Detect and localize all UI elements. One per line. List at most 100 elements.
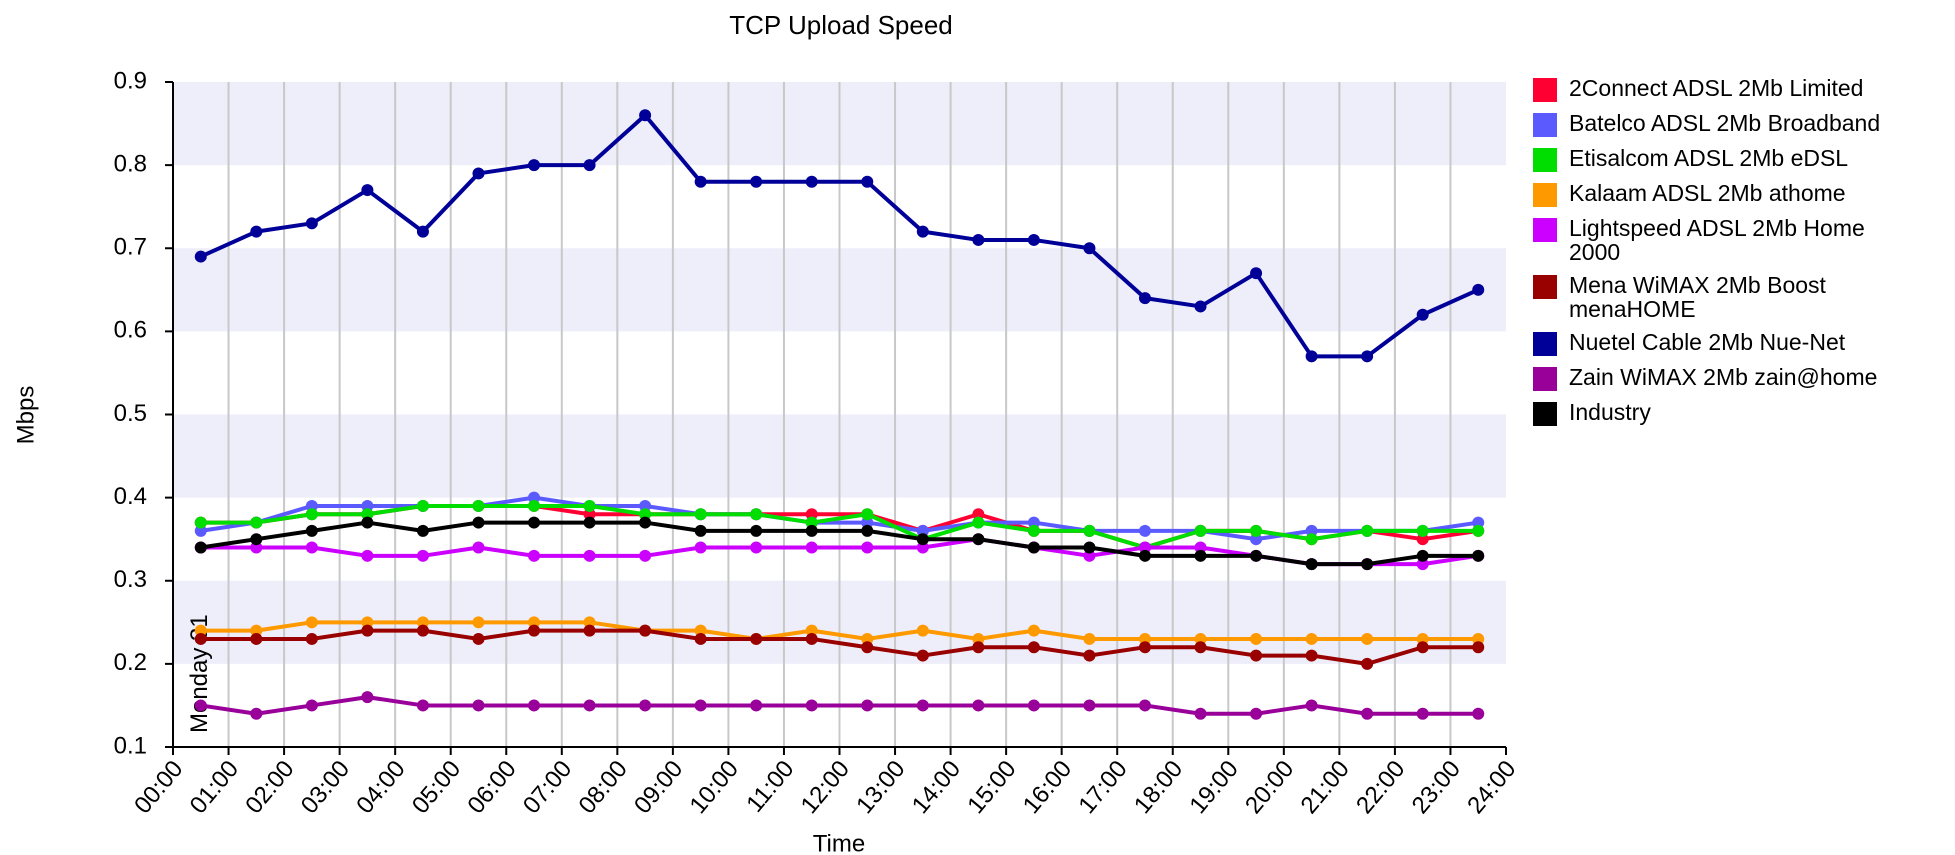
legend-label: Batelco ADSL 2Mb Broadband <box>1569 110 1881 136</box>
point <box>861 524 874 537</box>
legend-item: Mena WiMAX 2Mb Boost menaHOME <box>1533 273 1948 321</box>
y-tick-label: 0.9 <box>114 67 147 94</box>
point <box>1027 624 1040 637</box>
point <box>805 516 818 529</box>
x-tick-label: 05:00 <box>407 756 466 819</box>
point <box>305 541 318 554</box>
point <box>583 549 596 562</box>
point <box>639 699 652 712</box>
x-tick-label: 10:00 <box>685 756 744 819</box>
legend-swatch <box>1533 275 1557 299</box>
point <box>472 541 485 554</box>
y-tick-label: 0.8 <box>114 150 147 177</box>
x-tick-label: 13:00 <box>851 756 910 819</box>
point <box>250 533 263 546</box>
x-tick-label: 11:00 <box>741 756 799 818</box>
legend-item: Zain WiMAX 2Mb zain@home <box>1533 365 1948 391</box>
x-tick-label: 08:00 <box>573 756 632 819</box>
point <box>639 549 652 562</box>
point <box>1416 549 1429 562</box>
point <box>1027 541 1040 554</box>
point <box>528 616 541 629</box>
x-tick-label: 12:00 <box>796 756 855 819</box>
series <box>194 691 1485 720</box>
line <box>199 113 1480 359</box>
legend-swatch <box>1533 367 1557 391</box>
point <box>528 499 541 512</box>
point <box>194 250 207 263</box>
line <box>200 503 1479 550</box>
point <box>861 632 874 645</box>
point <box>750 632 763 645</box>
point <box>639 516 652 529</box>
point <box>916 699 929 712</box>
point <box>1194 632 1207 645</box>
point <box>361 184 374 197</box>
point <box>1083 632 1096 645</box>
point <box>916 649 929 662</box>
point <box>1472 283 1485 296</box>
point <box>305 524 318 537</box>
point <box>1472 549 1485 562</box>
point <box>861 699 874 712</box>
point <box>805 175 818 188</box>
x-tick-label: 23:00 <box>1407 756 1466 819</box>
legend-label: Industry <box>1569 399 1651 425</box>
x-tick-label: 20:00 <box>1240 756 1299 819</box>
point <box>583 699 596 712</box>
point <box>1027 516 1040 529</box>
point <box>305 499 318 512</box>
point <box>1083 549 1096 562</box>
y-tick-label: 0.5 <box>114 400 147 427</box>
point <box>639 508 652 521</box>
point <box>416 499 429 512</box>
point <box>1472 632 1485 645</box>
point <box>1138 524 1151 537</box>
point <box>361 516 374 529</box>
point <box>1305 350 1318 363</box>
point <box>694 699 707 712</box>
point <box>1138 641 1151 654</box>
x-tick-label: 07:00 <box>518 756 577 819</box>
point <box>194 624 207 637</box>
x-tick-label: 17:00 <box>1073 756 1132 819</box>
point <box>1416 707 1429 720</box>
point <box>194 524 207 537</box>
point <box>305 699 318 712</box>
point <box>916 524 929 537</box>
legend-swatch <box>1533 78 1557 102</box>
point <box>472 499 485 512</box>
point <box>305 632 318 645</box>
point <box>750 699 763 712</box>
point <box>305 217 318 230</box>
x-tick-label: 19:00 <box>1184 756 1243 819</box>
point <box>972 632 985 645</box>
legend-swatch <box>1533 402 1557 426</box>
point <box>861 516 874 529</box>
point <box>472 616 485 629</box>
point <box>1416 558 1429 571</box>
point <box>1138 549 1151 562</box>
legend-item: Industry <box>1533 400 1948 426</box>
point <box>861 175 874 188</box>
legend-swatch <box>1533 148 1557 172</box>
point <box>861 508 874 521</box>
point <box>1250 533 1263 546</box>
x-tick-label: 14:00 <box>907 756 966 819</box>
point <box>1138 292 1151 305</box>
point <box>1138 632 1151 645</box>
point <box>1083 649 1096 662</box>
point <box>194 699 207 712</box>
point <box>361 549 374 562</box>
line <box>200 695 1479 716</box>
point <box>639 499 652 512</box>
legend-item: 2Connect ADSL 2Mb Limited <box>1533 76 1948 102</box>
point <box>1138 541 1151 554</box>
point <box>1194 300 1207 313</box>
point <box>583 499 596 512</box>
point <box>916 541 929 554</box>
y-tick-label: 0.7 <box>114 234 147 261</box>
point <box>250 632 263 645</box>
point <box>1138 699 1151 712</box>
point <box>305 508 318 521</box>
